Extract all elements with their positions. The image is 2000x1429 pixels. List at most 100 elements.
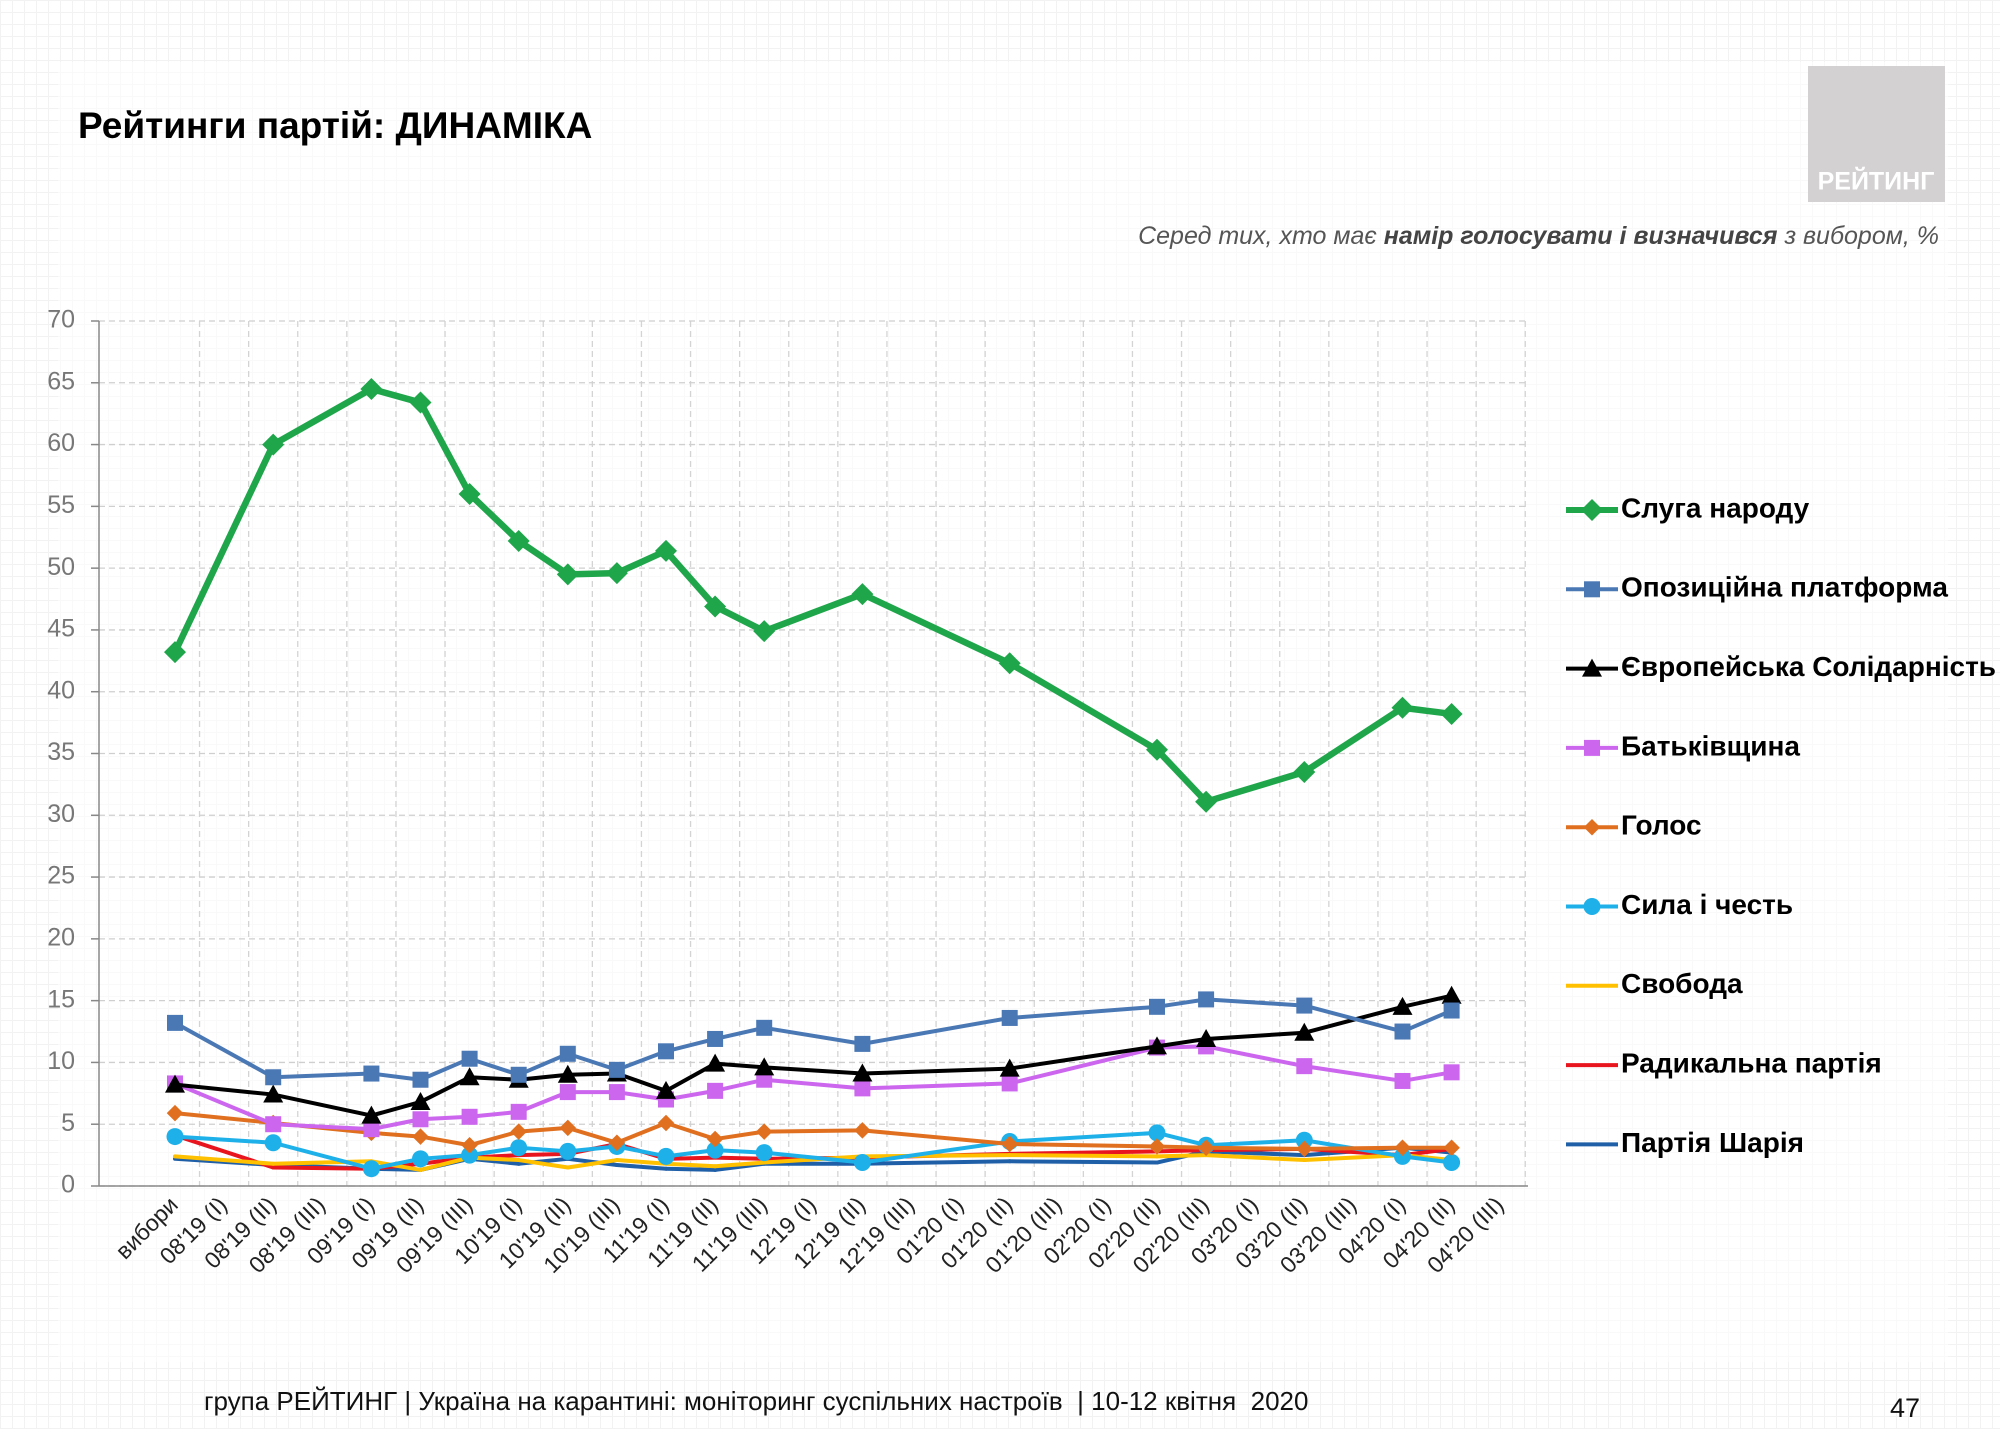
line-segment — [860, 1139, 1012, 1165]
line-segment — [516, 1158, 570, 1170]
line-segment — [565, 1051, 619, 1072]
line-segment — [369, 1071, 423, 1082]
line-segment — [565, 1125, 619, 1145]
line-segment — [515, 537, 572, 578]
legend-label: Сила і честь — [1621, 889, 1793, 920]
marker — [461, 1136, 478, 1154]
line-segment — [173, 1082, 276, 1097]
line-segment — [271, 1122, 374, 1132]
line-segment — [1400, 1070, 1454, 1083]
marker — [361, 1105, 382, 1124]
line-segment — [467, 1109, 521, 1119]
subtitle-part: намір голосувати і визначився — [1384, 222, 1778, 250]
line-segment — [614, 1120, 668, 1145]
marker — [262, 433, 285, 456]
marker — [854, 1035, 871, 1052]
marker — [1196, 1028, 1217, 1047]
line-segment — [860, 1015, 1012, 1046]
line-segment — [271, 1159, 374, 1166]
line-segment — [1204, 1153, 1307, 1163]
marker — [559, 1045, 576, 1062]
marker — [360, 377, 383, 400]
y-tick-label: 25 — [47, 862, 75, 890]
line-segment — [1007, 1153, 1159, 1159]
marker — [706, 1130, 724, 1148]
line-segment — [467, 1129, 521, 1148]
line-segment — [173, 1081, 276, 1127]
line-segment — [713, 1061, 767, 1070]
y-tick-label: 40 — [47, 676, 75, 704]
line-segment — [271, 1071, 374, 1080]
marker — [854, 1080, 871, 1097]
marker — [1148, 1138, 1166, 1155]
marker — [557, 1064, 578, 1083]
marker — [656, 1080, 676, 1099]
marker — [412, 1111, 429, 1128]
marker — [657, 1114, 675, 1132]
marker — [265, 1116, 282, 1133]
y-tick-label: 55 — [47, 491, 75, 519]
line-segment — [1155, 1148, 1209, 1154]
marker — [409, 391, 432, 414]
line-segment — [614, 1071, 668, 1093]
legend-label: Голос — [1621, 810, 1702, 841]
marker — [1394, 1139, 1411, 1156]
line-segment — [760, 590, 866, 635]
marker — [706, 1141, 724, 1159]
line-segment — [1155, 1144, 1209, 1150]
marker — [510, 1139, 528, 1157]
line-segment — [664, 1061, 718, 1093]
marker — [1001, 1075, 1018, 1092]
marker — [608, 1084, 625, 1101]
marker — [510, 1123, 527, 1140]
line-segment — [173, 1134, 276, 1145]
line-segment — [1204, 1138, 1307, 1148]
logo: РЕЙТИНГ — [1818, 166, 1935, 196]
marker — [412, 1071, 429, 1088]
line-segment — [1153, 746, 1210, 805]
marker — [1198, 991, 1215, 1008]
y-tick-label: 50 — [47, 553, 75, 581]
line-segment — [1204, 1149, 1307, 1158]
line-segment — [1400, 1008, 1454, 1034]
marker — [461, 1050, 478, 1067]
line-segment — [713, 1155, 767, 1161]
legend-label: Європейська Солідарність — [1621, 651, 1996, 682]
marker — [753, 620, 776, 643]
legend-label: Слуга народу — [1621, 492, 1810, 523]
marker — [264, 1134, 282, 1152]
marker — [1296, 1058, 1313, 1075]
marker — [263, 1084, 284, 1103]
line-segment — [565, 1158, 619, 1170]
line-segment — [516, 1125, 570, 1134]
marker — [755, 1123, 773, 1140]
y-tick-label: 20 — [47, 923, 75, 951]
line-segment — [269, 385, 375, 448]
line-segment — [1204, 1145, 1307, 1151]
marker — [510, 1103, 527, 1120]
line-segment — [418, 1114, 472, 1122]
line-segment — [369, 1130, 423, 1139]
marker — [1148, 1124, 1166, 1142]
marker — [1440, 702, 1463, 725]
line-segment — [516, 1051, 570, 1077]
line-segment — [1302, 1153, 1405, 1163]
marker — [1149, 998, 1165, 1015]
marker — [166, 1104, 184, 1122]
marker — [1443, 1064, 1460, 1081]
marker — [461, 1108, 478, 1125]
legend-label: Свобода — [1621, 968, 1743, 999]
line-segment — [271, 1140, 374, 1171]
marker — [1394, 1147, 1411, 1165]
line-segment — [418, 1075, 472, 1104]
line-segment — [762, 1025, 865, 1046]
legend-marker — [1583, 818, 1601, 836]
marker — [1296, 1140, 1313, 1158]
marker — [1294, 1022, 1315, 1041]
marker — [164, 641, 186, 664]
marker — [655, 539, 677, 562]
logo-box — [1808, 66, 1945, 202]
marker — [1296, 997, 1313, 1014]
line-segment — [713, 1160, 767, 1169]
subtitle-part: Серед тих, хто має — [1138, 222, 1384, 250]
